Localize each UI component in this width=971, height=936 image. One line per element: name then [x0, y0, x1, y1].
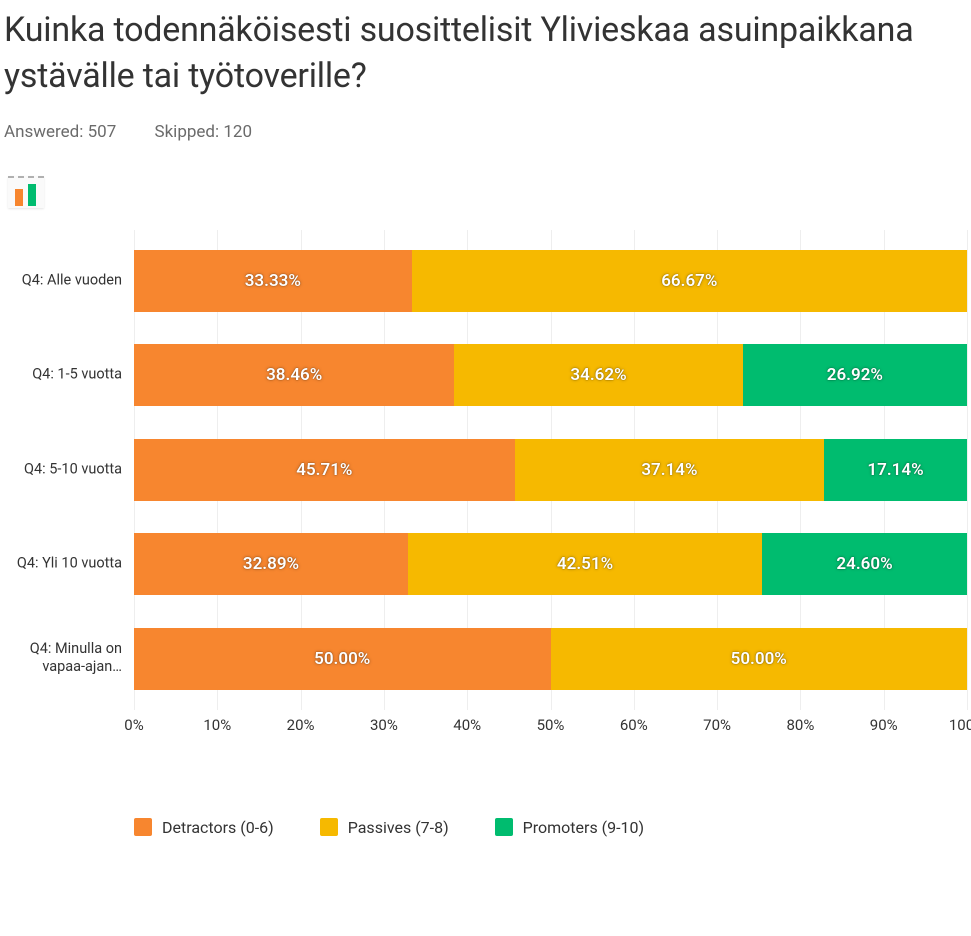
bar-segment-detractors[interactable]: 38.46%: [134, 344, 454, 406]
bar-segment-value: 17.14%: [867, 460, 923, 480]
bar-segment-value: 33.33%: [245, 271, 301, 291]
bar-segment-passives[interactable]: 34.62%: [454, 344, 742, 406]
bar-row: Q4: Alle vuoden33.33%66.67%: [134, 250, 967, 312]
bar-segment-detractors[interactable]: 50.00%: [134, 628, 551, 690]
legend-item-promoters[interactable]: Promoters (9-10): [495, 818, 644, 837]
bar-segment-value: 24.60%: [836, 554, 892, 574]
bar-segment-value: 34.62%: [570, 365, 626, 385]
question-title: Kuinka todennäköisesti suosittelisit Yli…: [4, 8, 967, 100]
bar-segment-promoters[interactable]: 24.60%: [762, 533, 967, 595]
bar-segment-detractors[interactable]: 33.33%: [134, 250, 412, 312]
legend-label: Passives (7-8): [348, 818, 449, 837]
bar-segment-value: 37.14%: [641, 460, 697, 480]
legend-label: Detractors (0-6): [162, 818, 274, 837]
x-axis-tick: 60%: [620, 716, 648, 734]
bar-segment-promoters[interactable]: 17.14%: [824, 439, 967, 501]
x-axis-tick: 70%: [703, 716, 731, 734]
bar-segment-value: 50.00%: [731, 649, 787, 669]
bar-row-label: Q4: Minulla on vapaa-ajan…: [4, 640, 134, 678]
legend-item-detractors[interactable]: Detractors (0-6): [134, 818, 274, 837]
bar-segment-value: 32.89%: [243, 554, 299, 574]
answered-count: Answered: 507: [4, 122, 116, 142]
bar-row: Q4: 1-5 vuotta38.46%34.62%26.92%: [134, 344, 967, 406]
bar-row-label: Q4: Alle vuoden: [4, 272, 134, 291]
bar-segment-passives[interactable]: 50.00%: [551, 628, 968, 690]
bar-segment-detractors[interactable]: 32.89%: [134, 533, 408, 595]
bar-row-label: Q4: Yli 10 vuotta: [4, 555, 134, 574]
x-axis-tick: 40%: [453, 716, 481, 734]
legend-swatch: [134, 818, 152, 836]
bar-row: Q4: Yli 10 vuotta32.89%42.51%24.60%: [134, 533, 967, 595]
x-axis-tick: 10%: [203, 716, 231, 734]
chart-type-toggle[interactable]: [4, 176, 967, 212]
bar-segment-value: 66.67%: [661, 271, 717, 291]
bar-segment-promoters[interactable]: 26.92%: [743, 344, 967, 406]
x-axis-tick: 30%: [370, 716, 398, 734]
bar-segment-value: 45.71%: [296, 460, 352, 480]
bar-segment-value: 42.51%: [557, 554, 613, 574]
legend-swatch: [495, 818, 513, 836]
x-axis-tick: 20%: [287, 716, 315, 734]
x-axis-tick: 90%: [870, 716, 898, 734]
bar-row: Q4: Minulla on vapaa-ajan…50.00%50.00%: [134, 628, 967, 690]
chart-bars: Q4: Alle vuoden33.33%66.67%Q4: 1-5 vuott…: [134, 230, 967, 710]
bar-segment-passives[interactable]: 42.51%: [408, 533, 762, 595]
x-axis-tick: 50%: [537, 716, 565, 734]
x-axis-tick: 100%: [949, 716, 971, 734]
x-axis-tick: 80%: [786, 716, 814, 734]
bar-segment-value: 38.46%: [266, 365, 322, 385]
nps-chart: Q4: Alle vuoden 33.33% 66.67% Q4: 1-5 vuott…: [4, 222, 967, 784]
barchart-icon: [8, 176, 44, 208]
bar-segment-detractors[interactable]: 45.71%: [134, 439, 515, 501]
bar-segment-value: 50.00%: [314, 649, 370, 669]
bar-row-label: Q4: 5-10 vuotta: [4, 460, 134, 479]
bar-segment-passives[interactable]: 37.14%: [515, 439, 824, 501]
chart-plot-area: Q4: Alle vuoden33.33%66.67%Q4: 1-5 vuott…: [134, 230, 967, 710]
bar-row: Q4: 5-10 vuotta45.71%37.14%17.14%: [134, 439, 967, 501]
legend-swatch: [320, 818, 338, 836]
chart-legend: Detractors (0-6) Passives (7-8) Promoters …: [4, 818, 967, 837]
bar-segment-value: 26.92%: [827, 365, 883, 385]
response-stats: Answered: 507 Skipped: 120: [4, 122, 967, 142]
bar-row-label: Q4: 1-5 vuotta: [4, 366, 134, 385]
legend-item-passives[interactable]: Passives (7-8): [320, 818, 449, 837]
x-axis-tick: 0%: [124, 716, 143, 734]
chart-x-axis: 0%10%20%30%40%50%60%70%80%90%100%: [134, 716, 967, 744]
skipped-count: Skipped: 120: [154, 122, 252, 142]
bar-segment-passives[interactable]: 66.67%: [412, 250, 967, 312]
legend-label: Promoters (9-10): [523, 818, 644, 837]
